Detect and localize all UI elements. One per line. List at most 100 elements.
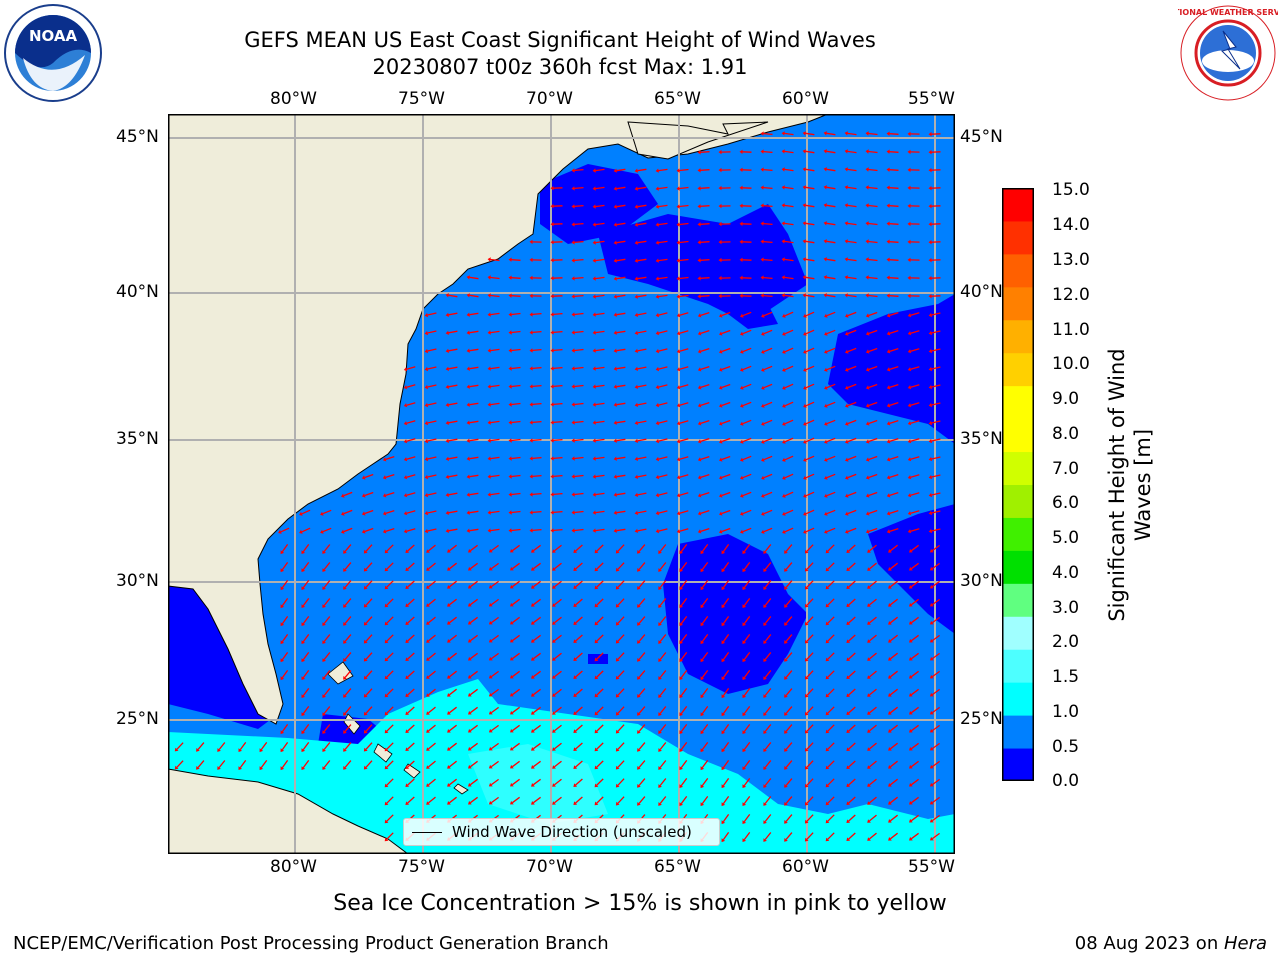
direction-arrow (764, 688, 772, 696)
direction-arrow-head (886, 167, 890, 172)
direction-arrow (911, 544, 919, 552)
direction-arrow (805, 473, 815, 479)
direction-arrow-head (552, 567, 556, 571)
direction-arrow-head (721, 820, 726, 825)
direction-arrow (763, 329, 773, 335)
direction-arrow (490, 528, 500, 532)
direction-arrow (448, 366, 458, 370)
direction-arrow-head (718, 293, 722, 299)
direction-arrow (596, 544, 604, 552)
direction-arrow-head (594, 675, 599, 680)
direction-arrow (805, 276, 815, 280)
direction-arrow-head (552, 621, 556, 625)
direction-arrow (407, 724, 415, 732)
direction-arrow (616, 492, 626, 496)
direction-arrow (827, 724, 835, 732)
direction-arrow-head (784, 748, 788, 752)
direction-arrow (763, 168, 773, 172)
direction-arrow-head (804, 585, 809, 590)
direction-arrow (763, 347, 773, 353)
direction-arrow (743, 796, 751, 804)
direction-arrow (533, 652, 541, 660)
lat-tick-left-40n: 40°N (116, 282, 159, 302)
cb-tick-3.0: 3.0 (1052, 598, 1080, 618)
direction-arrow (490, 384, 500, 388)
direction-arrow-head (760, 293, 764, 298)
direction-arrow-head (700, 640, 705, 645)
direction-arrow (680, 652, 688, 660)
direction-arrow (658, 240, 668, 244)
direction-arrow-head (217, 748, 221, 752)
direction-arrow-head (697, 313, 702, 318)
direction-arrow (889, 419, 899, 425)
direction-arrow-head (447, 639, 451, 643)
direction-arrow-head (594, 585, 599, 590)
direction-arrow-head (697, 457, 702, 462)
direction-arrow-head (909, 782, 913, 787)
direction-arrow (197, 760, 205, 768)
direction-arrow-head (867, 783, 871, 787)
direction-arrow (449, 796, 457, 804)
direction-arrow-head (445, 456, 449, 461)
direction-arrow-head (343, 694, 347, 698)
direction-arrow (658, 438, 668, 442)
direction-arrow (764, 706, 772, 714)
direction-arrow (931, 420, 941, 424)
direction-arrow (406, 420, 416, 424)
direction-arrow-head (550, 258, 554, 263)
direction-arrow (428, 688, 436, 696)
direction-arrow (385, 455, 395, 461)
direction-arrow-head (740, 421, 744, 426)
direction-arrow-head (760, 257, 764, 262)
direction-arrow-head (803, 529, 807, 534)
direction-arrow-head (784, 550, 788, 554)
direction-arrow-head (739, 203, 743, 208)
direction-arrow-head (867, 711, 871, 715)
direction-arrow-head (613, 402, 617, 407)
direction-arrow (763, 473, 773, 479)
direction-arrow (554, 562, 562, 570)
direction-arrow-head (844, 275, 848, 280)
direction-arrow (617, 688, 625, 696)
direction-arrow (847, 240, 857, 244)
direction-arrow-head (573, 549, 578, 553)
direction-arrow-head (784, 658, 788, 662)
direction-arrow-head (676, 349, 681, 354)
direction-arrow (428, 742, 436, 750)
direction-arrow (784, 132, 794, 136)
direction-arrow-head (697, 331, 702, 336)
direction-arrow (491, 634, 499, 642)
direction-arrow-head (825, 603, 830, 608)
direction-arrow (385, 473, 395, 479)
direction-arrow (785, 652, 793, 660)
direction-arrow-head (594, 549, 599, 554)
direction-arrow-head (594, 657, 599, 662)
direction-arrow-head (867, 657, 871, 661)
direction-arrow-head (721, 838, 726, 843)
direction-arrow (575, 616, 583, 624)
direction-arrow-head (594, 783, 599, 788)
direction-arrow-head (571, 348, 575, 353)
direction-arrow-head (763, 712, 767, 716)
direction-arrow-head (824, 511, 828, 516)
direction-arrow-head (761, 439, 765, 444)
direction-arrow-head (886, 367, 891, 372)
direction-arrow-head (823, 275, 827, 280)
direction-arrow-head (552, 747, 556, 751)
direction-arrow (511, 348, 521, 352)
direction-arrow (427, 330, 437, 334)
direction-arrow-head (573, 675, 578, 679)
direction-arrow-head (846, 549, 851, 553)
direction-arrow-head (886, 349, 891, 354)
direction-arrow (679, 222, 689, 226)
direction-arrow-head (679, 622, 683, 626)
direction-arrow (827, 670, 835, 678)
direction-arrow-head (487, 275, 491, 280)
direction-arrow-head (613, 438, 617, 443)
direction-arrow (868, 258, 878, 262)
direction-arrow-head (658, 586, 662, 590)
direction-arrow-head (844, 167, 848, 172)
direction-arrow (910, 456, 920, 460)
direction-arrow (890, 742, 898, 750)
direction-arrow-head (721, 586, 726, 591)
